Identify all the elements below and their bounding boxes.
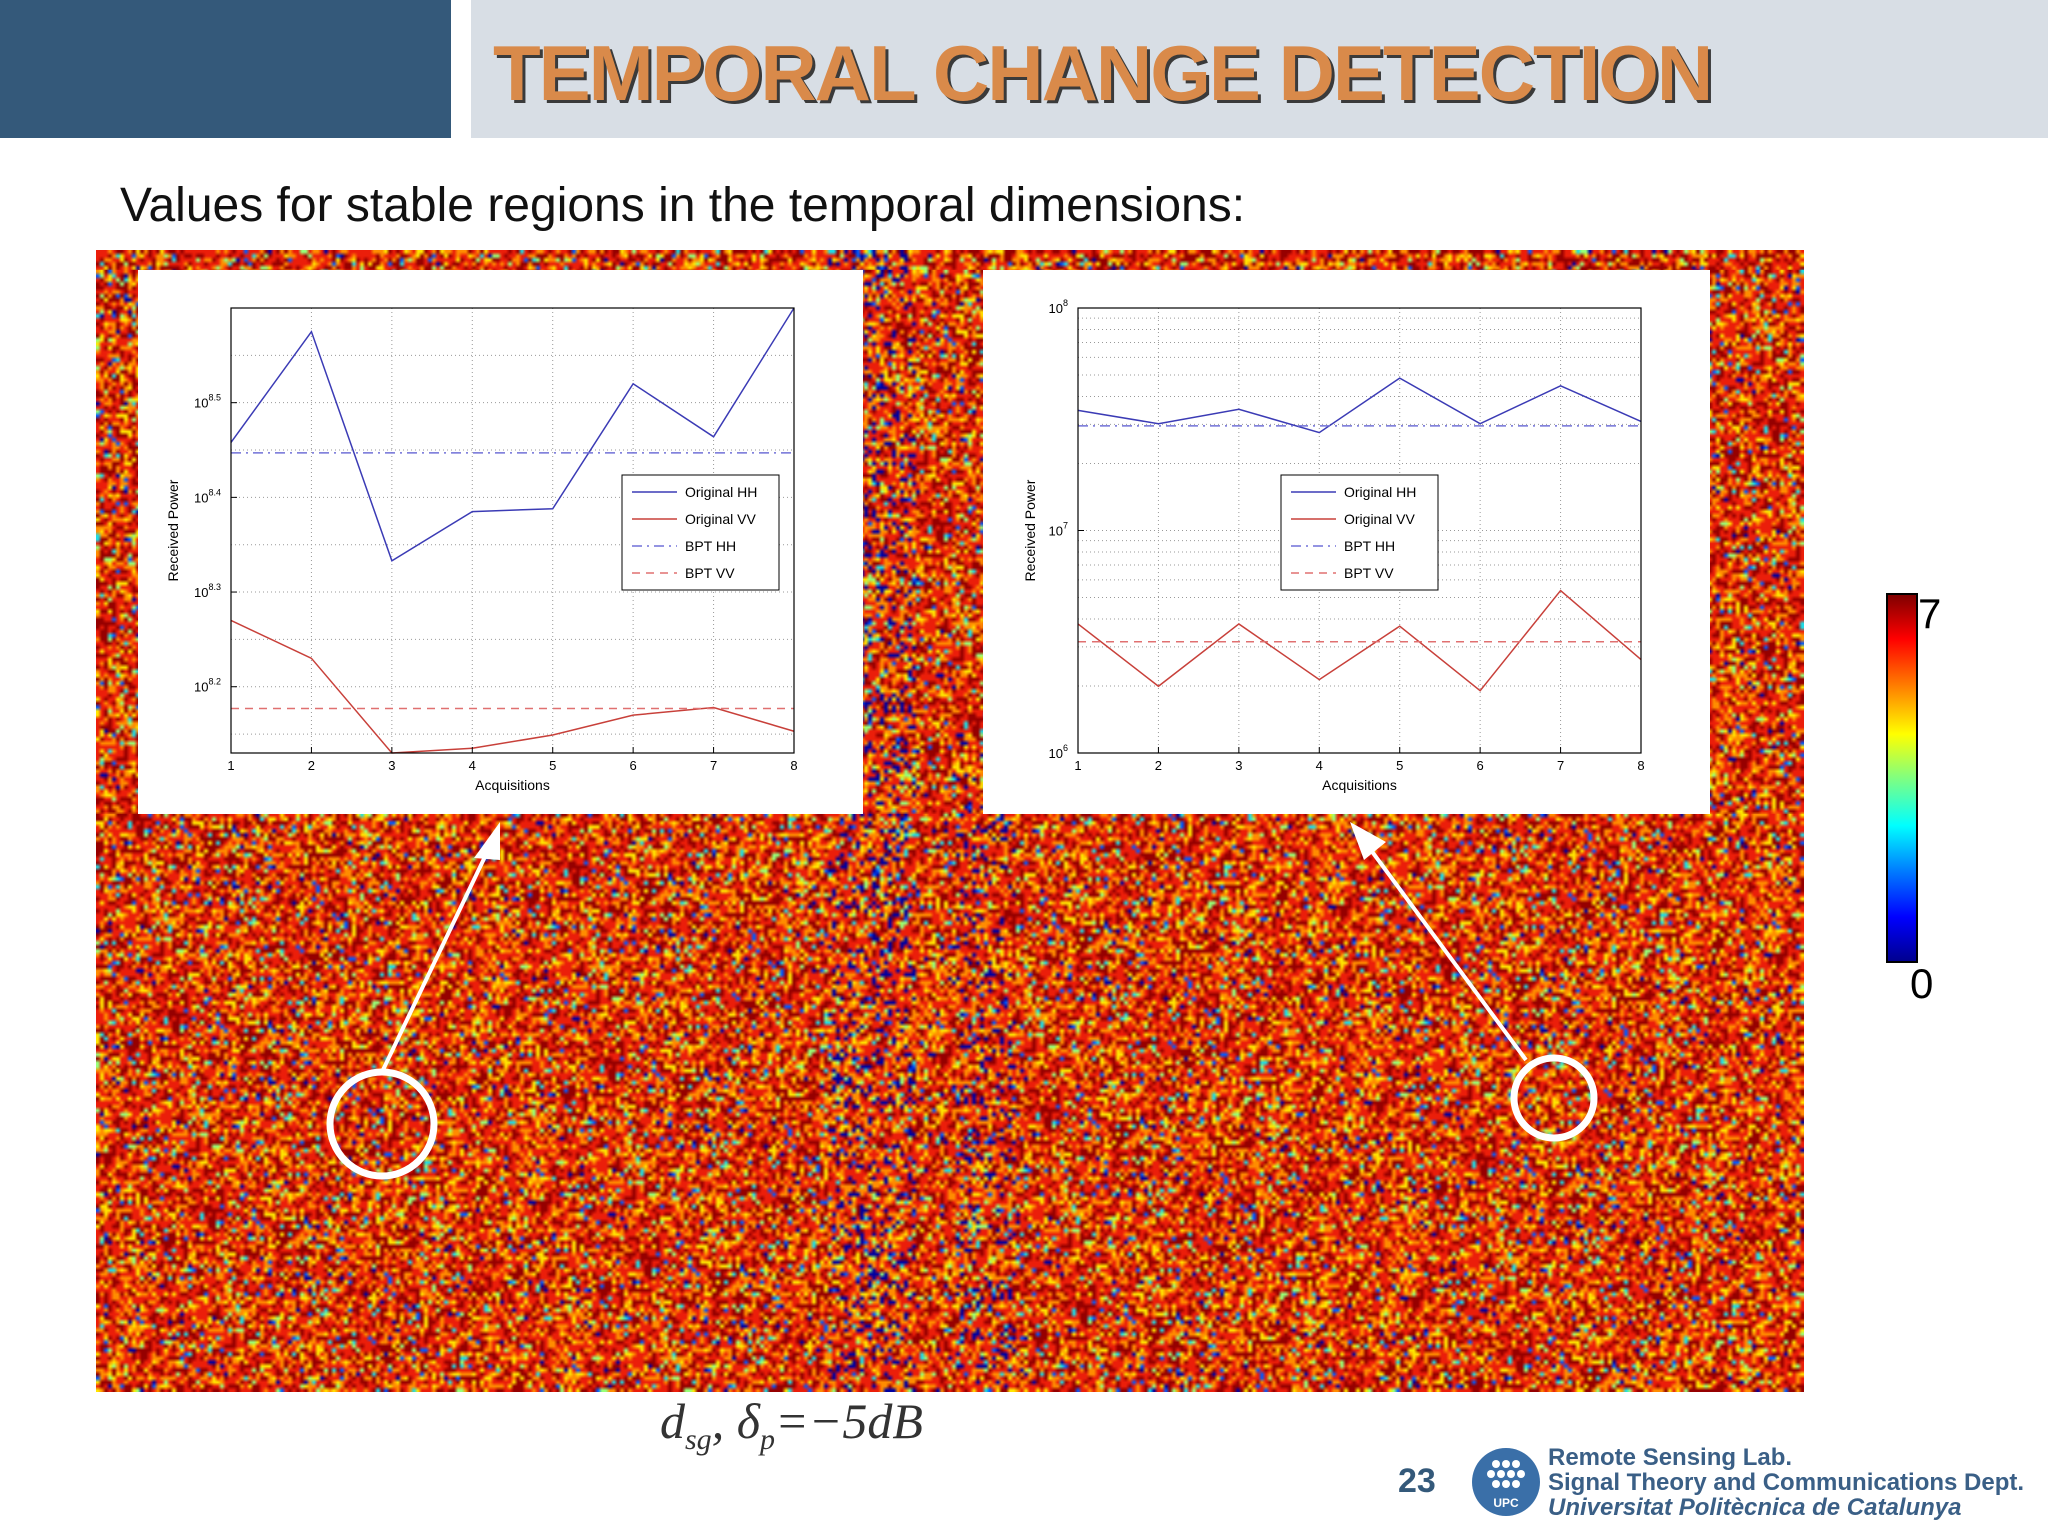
lab-name: Remote Sensing Lab. xyxy=(1548,1444,1793,1471)
formula-mid: , δ xyxy=(711,1393,760,1449)
header-left-block xyxy=(0,0,451,138)
legend-label-0: Original HH xyxy=(1344,484,1416,500)
x-axis-label: Acquisitions xyxy=(475,777,550,793)
x-tick-label: 4 xyxy=(1316,758,1323,773)
y-tick-label: 107 xyxy=(1049,521,1068,539)
legend-box xyxy=(621,474,780,591)
x-tick-label: 3 xyxy=(388,758,395,773)
x-tick-label: 8 xyxy=(1637,758,1644,773)
x-tick-label: 2 xyxy=(308,758,315,773)
legend-label-1: Original VV xyxy=(685,511,756,527)
legend-label-2: BPT HH xyxy=(1344,538,1395,554)
y-tick-label: 108.3 xyxy=(194,582,221,600)
series-line-1 xyxy=(1077,589,1642,692)
chart-right: 1 2 3 4 5 6 7 8 106 107 108 Acquisitions Received Po… xyxy=(1022,298,1645,793)
formula-sub-2: p xyxy=(759,1423,775,1456)
x-tick-label: 4 xyxy=(469,758,476,773)
legend-label-1: Original VV xyxy=(1344,511,1415,527)
legend-label-3: BPT VV xyxy=(1344,565,1394,581)
chart-panel-left: 1 2 3 4 5 6 7 8 108.2 108.3 108.4 108.5 Acquisitions… xyxy=(138,270,863,814)
formula: dsg, δp=−5dB xyxy=(660,1392,923,1457)
x-tick-label: 5 xyxy=(549,758,556,773)
y-axis-label: Received Power xyxy=(1022,479,1038,581)
x-tick-label: 6 xyxy=(1477,758,1484,773)
slide-subtitle: Values for stable regions in the tempora… xyxy=(120,179,1246,232)
x-tick-label: 7 xyxy=(1557,758,1564,773)
x-tick-label: 8 xyxy=(790,758,797,773)
y-tick-label: 108.5 xyxy=(194,393,221,411)
series-line-0 xyxy=(1077,377,1642,434)
chart-left: 1 2 3 4 5 6 7 8 108.2 108.3 108.4 108.5 Acquisitions… xyxy=(165,307,798,793)
logo-text: UPC xyxy=(1493,1496,1519,1510)
upc-logo-icon: UPC xyxy=(1472,1448,1540,1516)
colorbar xyxy=(1886,593,1918,963)
x-tick-label: 3 xyxy=(1235,758,1242,773)
y-tick-label: 108.4 xyxy=(194,487,221,505)
x-tick-label: 7 xyxy=(710,758,717,773)
legend-label-3: BPT VV xyxy=(685,565,735,581)
university-name: Universitat Politècnica de Catalunya xyxy=(1548,1494,1962,1521)
slide-title: TEMPORAL CHANGE DETECTION xyxy=(493,29,1713,117)
x-tick-label: 6 xyxy=(630,758,637,773)
legend-label-0: Original HH xyxy=(685,484,757,500)
series-line-0 xyxy=(230,307,795,562)
plot-frame xyxy=(230,307,795,754)
y-tick-label: 106 xyxy=(1049,743,1068,761)
logo-dots-icon xyxy=(1487,1460,1525,1488)
x-tick-label: 5 xyxy=(1396,758,1403,773)
page-number: 23 xyxy=(1398,1462,1436,1500)
x-tick-label: 2 xyxy=(1155,758,1162,773)
header-right-block xyxy=(471,0,2048,138)
y-tick-label: 108 xyxy=(1049,298,1068,316)
colorbar-min-label: 0 xyxy=(1910,960,1934,1007)
y-axis-label: Received Power xyxy=(165,479,181,581)
y-tick-label: 108.2 xyxy=(194,677,221,695)
x-tick-label: 1 xyxy=(227,758,234,773)
x-tick-label: 1 xyxy=(1074,758,1081,773)
legend-box xyxy=(1280,474,1439,591)
department-name: Signal Theory and Communications Dept. xyxy=(1548,1469,2025,1496)
colorbar-max-label: 7 xyxy=(1918,590,1942,637)
chart-panel-right: 1 2 3 4 5 6 7 8 106 107 108 Acquisitions Received Po… xyxy=(983,270,1710,814)
formula-main: d xyxy=(660,1393,685,1449)
formula-sub-1: sg xyxy=(685,1423,712,1456)
formula-tail: =−5dB xyxy=(774,1393,923,1449)
x-axis-label: Acquisitions xyxy=(1322,777,1397,793)
legend-label-2: BPT HH xyxy=(685,538,736,554)
